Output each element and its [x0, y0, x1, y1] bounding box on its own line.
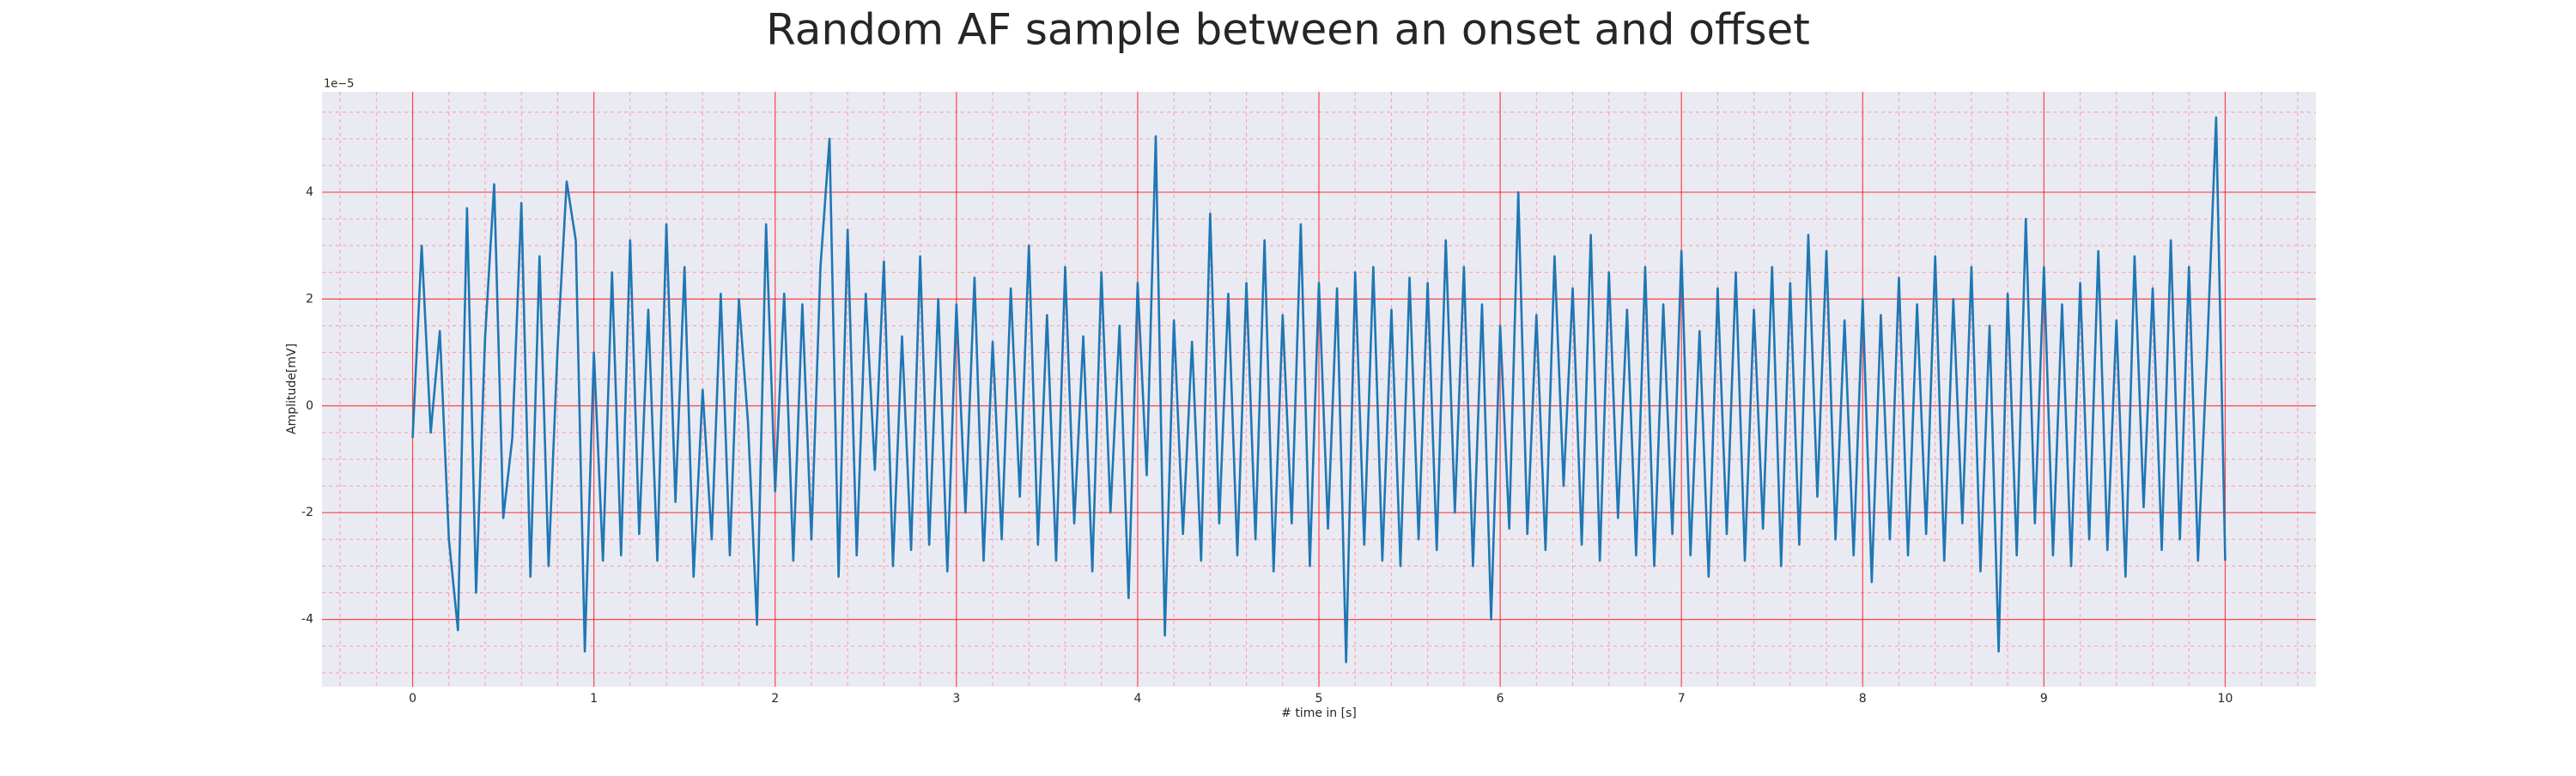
- x-tick-label: 10: [2218, 692, 2233, 706]
- x-tick-label: 8: [1859, 692, 1867, 706]
- x-tick-label: 4: [1133, 692, 1141, 706]
- y-tick-label: -2: [301, 506, 313, 519]
- y-axis-label: Amplitude[mV]: [285, 343, 299, 434]
- x-tick-label: 9: [2040, 692, 2048, 706]
- chart-title: Random AF sample between an onset and of…: [766, 5, 1810, 55]
- x-tick-label: 3: [952, 692, 960, 706]
- x-tick-label: 0: [409, 692, 416, 706]
- y-offset-label: 1e−5: [324, 78, 354, 91]
- x-tick-label: 6: [1497, 692, 1504, 706]
- x-tick-label: 7: [1678, 692, 1686, 706]
- x-tick-label: 2: [771, 692, 779, 706]
- labels: 0 1 2 3 4 5 6 7 8 9 10 -4 -2 0 2 4: [301, 185, 2233, 706]
- marks: [411, 116, 2227, 664]
- signal-line: [411, 116, 2227, 664]
- x-tick-label: 5: [1315, 692, 1323, 706]
- x-axis-label: # time in [s]: [1281, 706, 1357, 720]
- y-tick-label: 4: [306, 185, 313, 199]
- y-tick-label: 2: [306, 292, 313, 306]
- y-tick-label: 0: [306, 399, 313, 413]
- x-tick-label: 1: [590, 692, 598, 706]
- y-tick-label: -4: [301, 613, 313, 627]
